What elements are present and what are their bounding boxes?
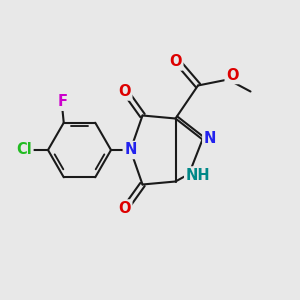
Text: NH: NH [186,168,210,183]
Text: O: O [118,201,131,216]
Text: Cl: Cl [16,142,32,158]
Text: N: N [204,130,216,146]
Text: O: O [118,84,131,99]
Text: F: F [57,94,67,109]
Text: N: N [124,142,137,158]
Text: O: O [226,68,239,82]
Text: O: O [169,54,182,69]
